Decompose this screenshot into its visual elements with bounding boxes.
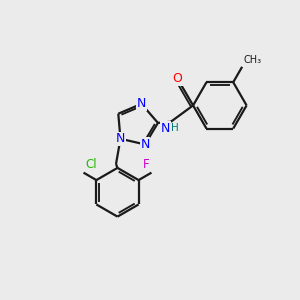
Text: N: N	[161, 122, 170, 135]
Text: N: N	[116, 132, 125, 145]
Text: O: O	[173, 72, 183, 85]
Text: Cl: Cl	[85, 158, 97, 171]
Text: CH₃: CH₃	[243, 55, 261, 65]
Text: H: H	[171, 123, 178, 133]
Text: F: F	[143, 158, 150, 171]
Text: N: N	[140, 138, 150, 151]
Text: N: N	[137, 98, 146, 110]
